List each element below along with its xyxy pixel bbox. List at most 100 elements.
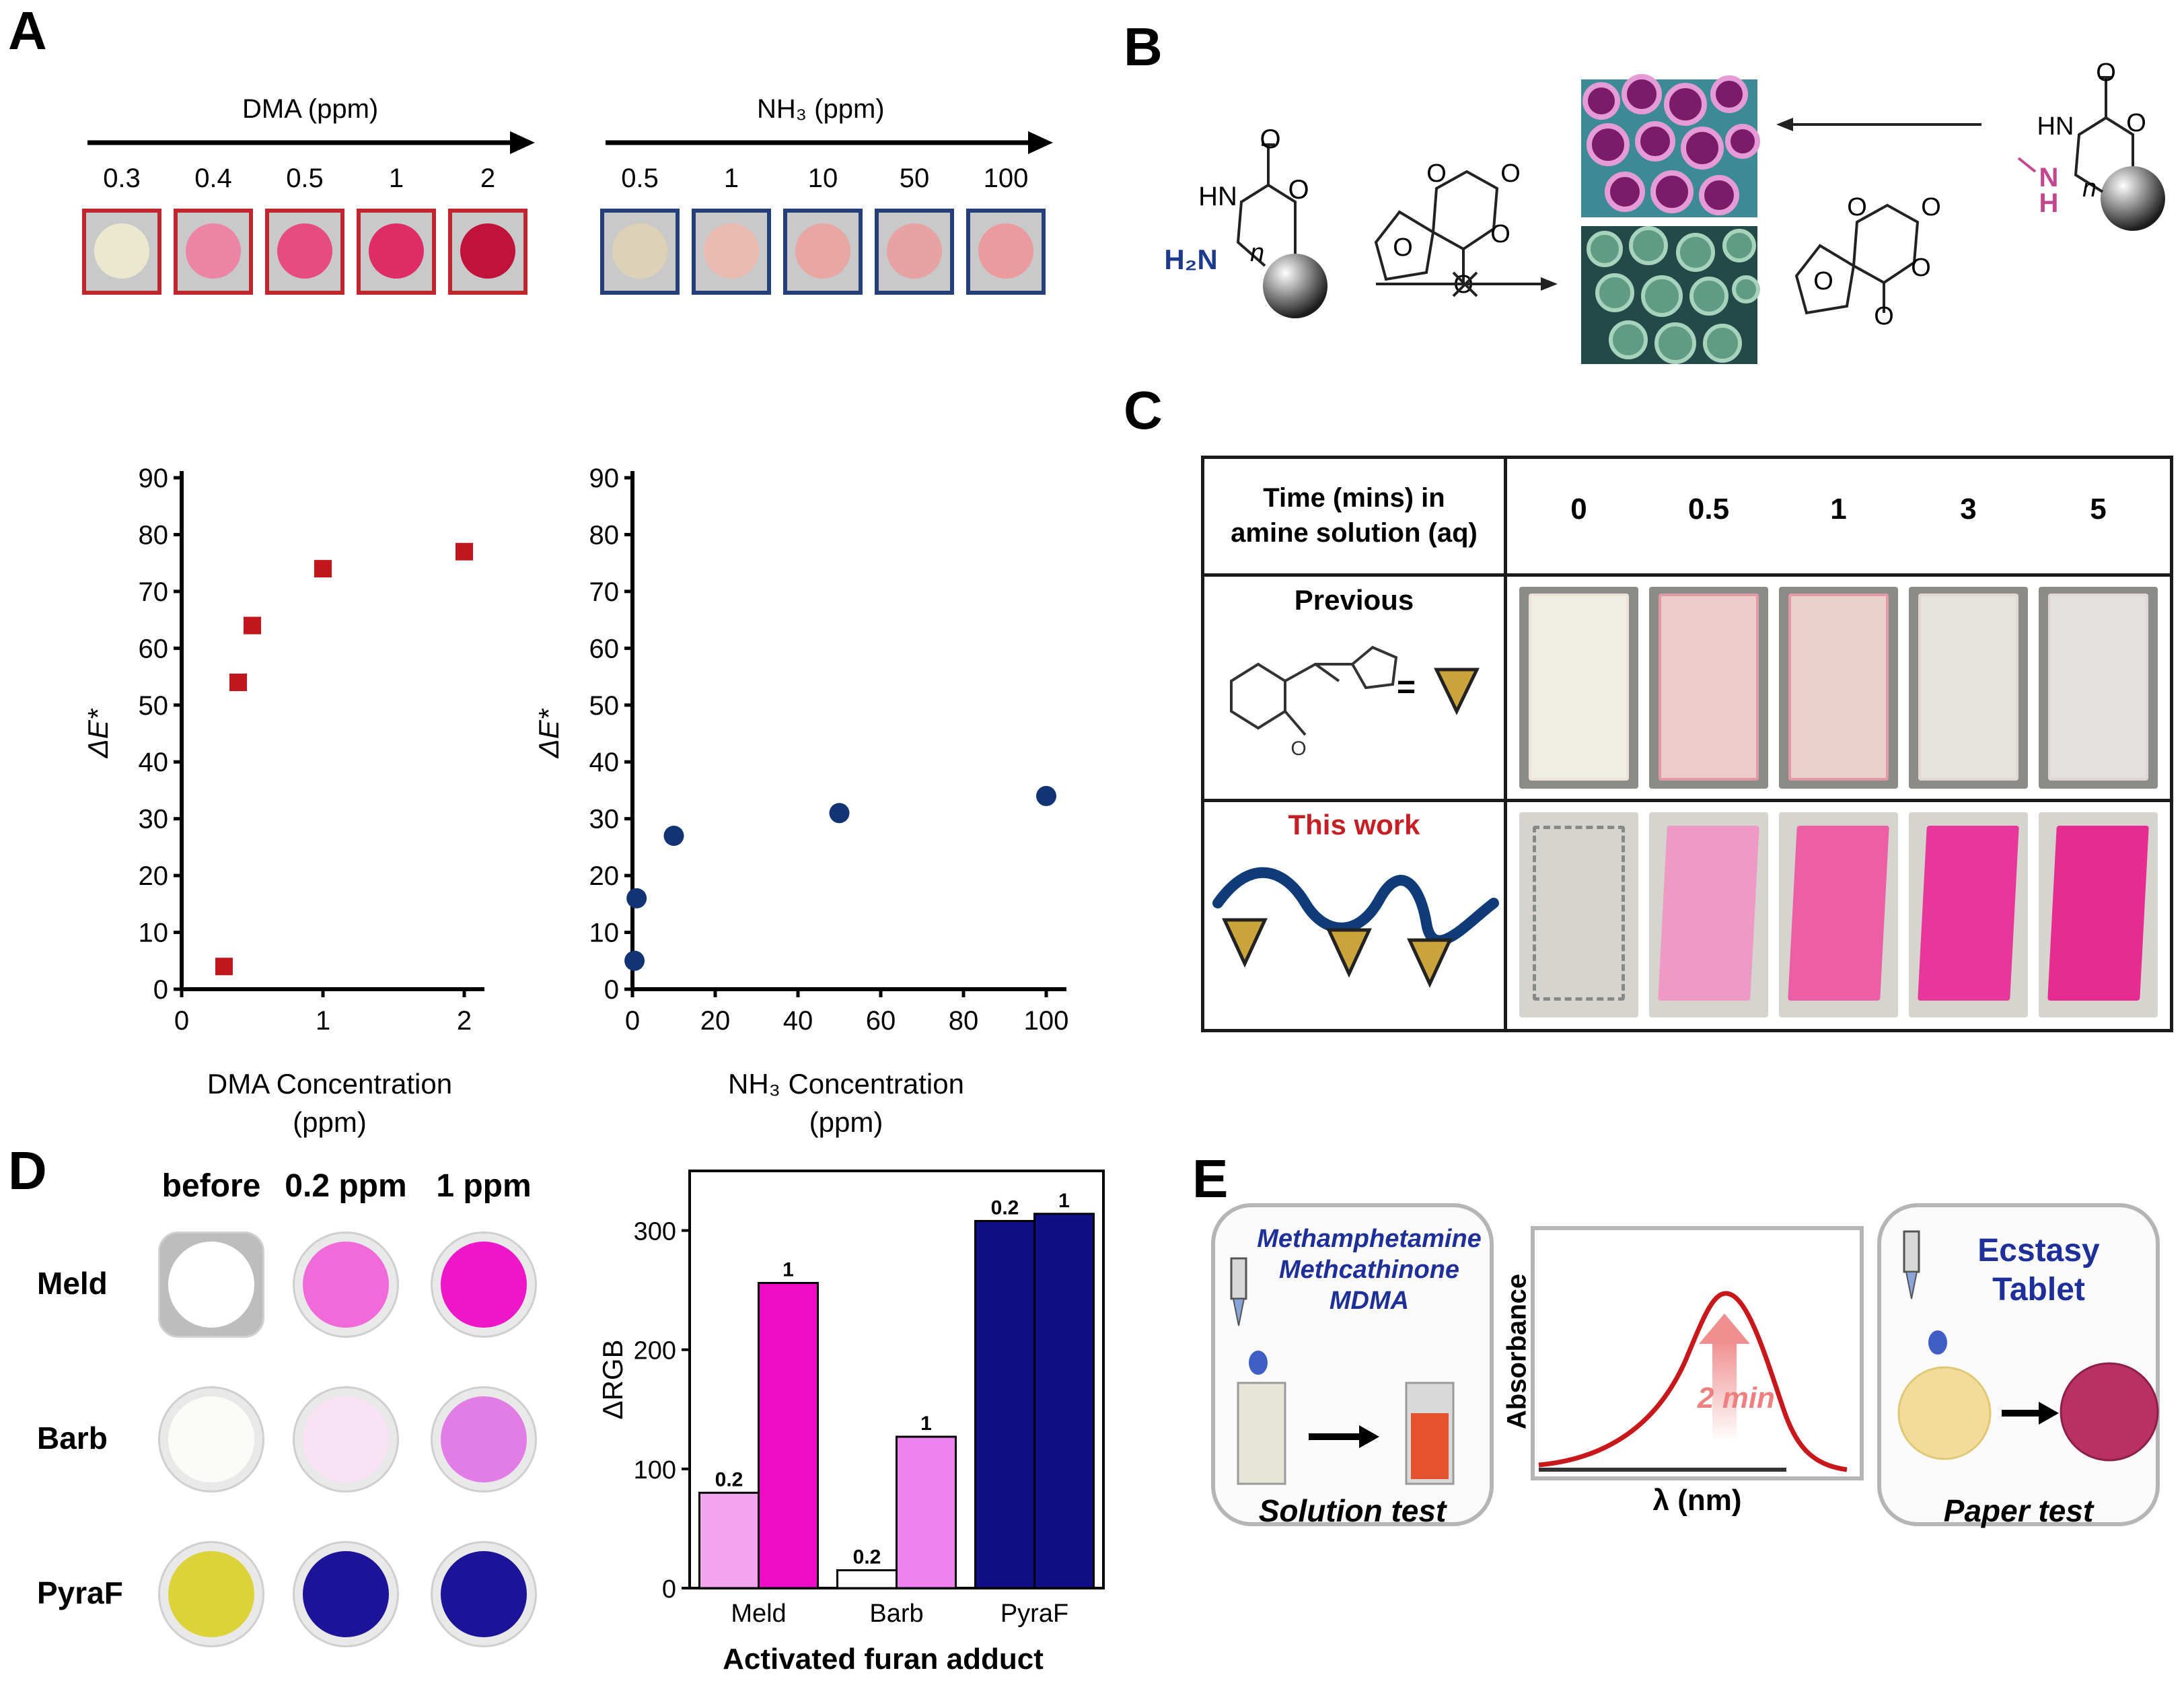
x-axis-label-line1: NH₃ Concentration — [728, 1068, 964, 1100]
disk-row-label: Meld — [37, 1266, 108, 1301]
h2n-label: H₂N — [1164, 244, 1217, 275]
previous-strip — [1659, 594, 1759, 781]
y-axis-label: ΔE* — [82, 708, 114, 758]
drop-icon — [1249, 1351, 1268, 1375]
disk-holder — [158, 1386, 264, 1493]
svg-text:O: O — [1874, 302, 1894, 330]
drug-methcathinone: Methcathinone — [1278, 1256, 1460, 1284]
y-tick-label: 10 — [139, 919, 169, 948]
previous-strip — [1788, 594, 1889, 781]
dma-scatter-chart: 0 10 20 30 40 50 60 70 80 90 0 1 2 ΔE* DMA Concentrati… — [82, 464, 484, 1138]
dma-swatch — [448, 209, 527, 295]
time-column-header: 3 — [1960, 493, 1977, 526]
panel-b-scheme: O O HN H₂N n O O O O O O O O O O O O HN … — [1164, 59, 2165, 364]
bar — [1033, 1213, 1095, 1589]
svg-text:O: O — [1288, 175, 1309, 205]
test-disk — [303, 1396, 389, 1482]
time-column-header: 1 — [1830, 493, 1847, 526]
x-tick-label: 60 — [866, 1006, 896, 1036]
nh3-swatch — [966, 209, 1046, 295]
svg-text:O: O — [1393, 234, 1413, 262]
solution-test-label: Solution test — [1258, 1493, 1447, 1528]
bar-series-label: 1 — [782, 1259, 794, 1281]
y-tick-label: 0 — [153, 975, 168, 1005]
time-header: Time (mins) in amine solution (aq) — [1231, 483, 1478, 548]
nh3-swatch-dot — [795, 223, 850, 279]
bar-series-label: 1 — [920, 1412, 932, 1435]
svg-text:HN: HN — [2037, 112, 2074, 141]
paper-test-card — [1877, 1203, 2160, 1526]
previous-strip — [1918, 594, 2018, 781]
this-work-strip — [1788, 826, 1889, 1001]
x-tick-label: 2 — [457, 1006, 472, 1036]
test-disk — [441, 1396, 527, 1482]
category-label: Meld — [731, 1600, 786, 1628]
y-tick-label: 70 — [589, 577, 620, 607]
data-point — [663, 826, 684, 846]
panel-label-d: D — [8, 1141, 47, 1201]
x-tick-label: 1 — [316, 1006, 330, 1036]
svg-text:O: O — [1490, 220, 1510, 248]
dma-level-label: 2 — [480, 164, 496, 193]
y-tick-label: 60 — [589, 634, 620, 664]
bar-series-label: 0.2 — [991, 1196, 1019, 1219]
dma-level-label: 0.5 — [286, 164, 324, 193]
x-tick-label: 40 — [783, 1006, 813, 1036]
dma-swatch — [82, 209, 161, 295]
nh3-level-label: 50 — [899, 164, 930, 193]
disk-row-label: PyraF — [37, 1575, 123, 1610]
nh3-swatch — [875, 209, 954, 295]
nh3-level-label: 10 — [807, 164, 838, 193]
time-column-header: 5 — [2090, 493, 2107, 526]
dma-swatch-dot — [277, 223, 332, 279]
y-tick-label: 0 — [604, 975, 619, 1005]
disk-holder — [158, 1541, 264, 1647]
nh3-level-label: 1 — [723, 164, 739, 193]
x-tick-label: 0 — [625, 1006, 640, 1036]
disk-holder — [431, 1386, 537, 1493]
y-tick-label: 80 — [589, 520, 620, 550]
svg-text:N: N — [2039, 163, 2059, 192]
x-tick-label: 100 — [1024, 1006, 1069, 1036]
y-tick-label: 200 — [634, 1337, 676, 1365]
dma-swatch-dot — [460, 223, 515, 279]
paper-test-illustration — [1897, 1230, 2159, 1462]
dropper-icon — [1230, 1257, 1247, 1300]
drug-mdma: MDMA — [1329, 1287, 1410, 1315]
data-point — [626, 888, 647, 908]
solution-test-illustration — [1230, 1257, 1455, 1485]
data-point — [624, 950, 645, 971]
disk-column-header: 1 ppm — [436, 1168, 532, 1204]
dma-swatch-dot — [94, 223, 149, 279]
disk-holder — [293, 1541, 399, 1647]
x-axis-label-line1: DMA Concentration — [207, 1068, 452, 1100]
y-tick-label: 30 — [589, 805, 620, 834]
bar — [836, 1569, 898, 1589]
time-column-header: 0.5 — [1687, 493, 1730, 526]
x-tick-label: 20 — [700, 1006, 731, 1036]
absorbance-spectrum: 2 min — [1538, 1291, 1848, 1472]
svg-text:O: O — [1921, 193, 1941, 221]
equals-sign: = — [1397, 670, 1416, 705]
lambda-axis-label: λ (nm) — [1652, 1484, 1742, 1517]
test-disk — [168, 1242, 254, 1328]
dma-header: DMA (ppm) — [242, 94, 379, 124]
nh3-swatch — [692, 209, 771, 295]
nh3-swatch-dot — [704, 223, 759, 279]
x-axis-label-line2: (ppm) — [293, 1106, 367, 1138]
bar-series-label: 0.2 — [715, 1468, 743, 1491]
y-tick-label: 70 — [139, 577, 169, 607]
test-disk — [441, 1551, 527, 1637]
drug-list: Methamphetamine Methcathinone MDMA — [1235, 1223, 1504, 1316]
paper-test-label: Paper test — [1943, 1493, 2094, 1528]
pendant-triangle-icon — [1326, 928, 1372, 978]
test-disk — [303, 1242, 389, 1328]
previous-strip — [2048, 594, 2148, 781]
this-work-strip — [1658, 826, 1759, 1001]
polymer-structure — [1212, 867, 1499, 988]
y-tick-label: 40 — [139, 748, 169, 777]
disk-holder — [158, 1231, 264, 1338]
dma-swatch-dot — [369, 223, 424, 279]
this-work-strip — [1918, 826, 2019, 1001]
svg-text:O: O — [2096, 59, 2116, 87]
